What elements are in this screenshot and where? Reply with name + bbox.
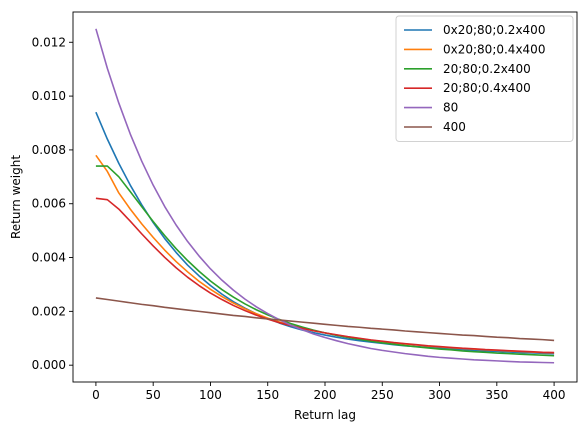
- series-line-1: [95, 111, 555, 355]
- series-line-4: [95, 197, 555, 354]
- x-tick-label: 200: [314, 388, 337, 402]
- y-tick-label: 0.006: [32, 197, 66, 211]
- series-line-3: [95, 165, 555, 357]
- series-line-2: [95, 154, 555, 354]
- y-tick-label: 0.008: [32, 143, 66, 157]
- legend-label-5: 80: [443, 101, 458, 115]
- y-tick-label: 0.002: [32, 304, 66, 318]
- x-axis-label: Return lag: [294, 408, 356, 422]
- legend-label-4: 20;80;0.4x400: [443, 81, 531, 95]
- x-tick-label: 300: [428, 388, 451, 402]
- legend: 0x20;80;0.2x400 0x20;80;0.4x400 20;80;0.2x…: [395, 15, 574, 142]
- legend-label-6: 400: [443, 120, 466, 134]
- x-tick-label: 350: [485, 388, 508, 402]
- legend-label-3: 20;80;0.2x400: [443, 62, 531, 76]
- x-tick-label: 0: [92, 388, 100, 402]
- legend-frame: [395, 15, 574, 142]
- x-tick-label: 100: [199, 388, 222, 402]
- y-tick-label: 0.012: [32, 35, 66, 49]
- legend-label-2: 0x20;80;0.4x400: [443, 42, 545, 56]
- x-tick-label: 250: [371, 388, 394, 402]
- x-axis: 0 50 100 150 200 250 300 350 400: [92, 382, 566, 402]
- x-tick-label: 150: [256, 388, 279, 402]
- series-line-5: [95, 28, 555, 364]
- series-layer: [95, 28, 555, 364]
- x-tick-label: 50: [146, 388, 161, 402]
- series-line-6: [95, 297, 555, 342]
- y-axis-label: Return weight: [9, 155, 23, 239]
- y-axis: 0.000 0.002 0.004 0.006 0.008 0.010 0.012: [32, 35, 73, 372]
- y-tick-label: 0.004: [32, 251, 66, 265]
- legend-label-1: 0x20;80;0.2x400: [443, 23, 545, 37]
- y-tick-label: 0.000: [32, 358, 66, 372]
- x-tick-label: 400: [543, 388, 566, 402]
- y-tick-label: 0.010: [32, 89, 66, 103]
